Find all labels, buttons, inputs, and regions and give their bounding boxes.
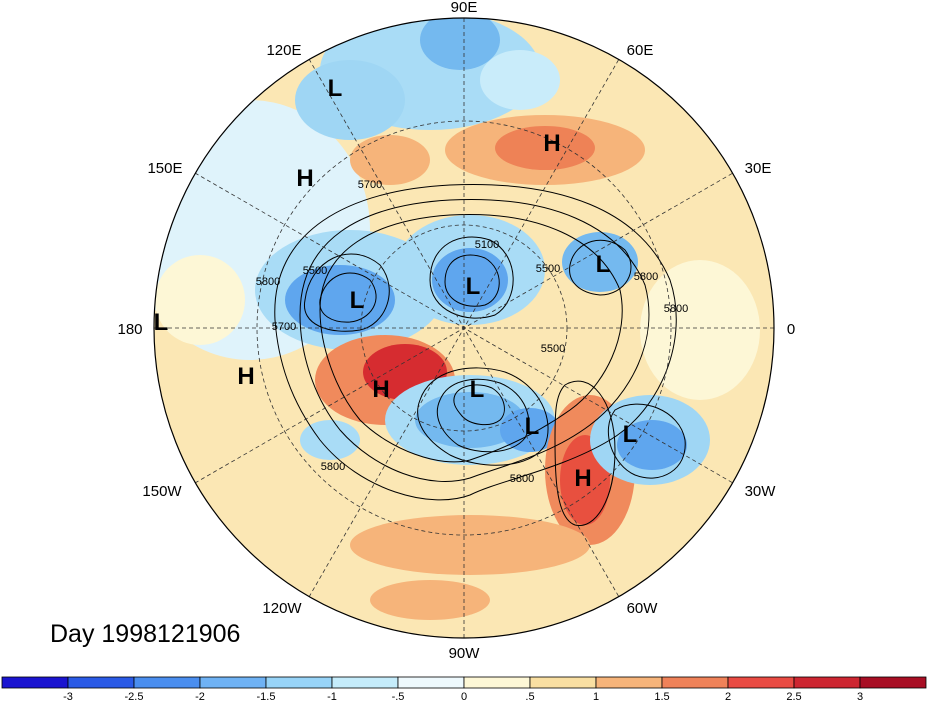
contour-label: 5800 [256, 276, 280, 288]
lon-label-150e: 150E [147, 160, 182, 177]
colorbar-tick-label: 2 [725, 691, 731, 702]
pressure-center-high: H [237, 363, 254, 390]
colorbar-tick-label: .5 [525, 691, 534, 702]
contour-label: 5100 [475, 239, 499, 251]
colorbar-tick-label: -1.5 [257, 691, 276, 702]
map-boundary [153, 17, 775, 639]
contour-label: 5800 [510, 473, 534, 485]
colorbar-box [199, 676, 267, 689]
colorbar-ticks: -3 -2.5 -2 -1.5 -1 -.5 0 .5 1 1.5 2 2.5 3 [63, 691, 863, 702]
lon-label-30w: 30W [745, 483, 777, 500]
colorbar-tick-label: 0 [461, 691, 467, 702]
pressure-center-high: H [543, 130, 560, 157]
colorbar-tick-label: -1 [327, 691, 337, 702]
contour-label: 5800 [634, 271, 658, 283]
colorbar-tick-label: 1 [593, 691, 599, 702]
colorbar-box [1, 676, 69, 689]
colorbar-box [463, 676, 531, 689]
colorbar-box [661, 676, 729, 689]
lon-label-0: 0 [787, 321, 795, 338]
colorbar-box [793, 676, 861, 689]
contour-label: 5500 [303, 265, 327, 277]
polar-map: 90E 120E 60E 150E 30E 180 0 150W 30W 120… [117, 0, 795, 662]
lon-label-30e: 30E [745, 160, 772, 177]
colorbar-box [727, 676, 795, 689]
pressure-center-high: H [296, 165, 313, 192]
contour-label: 5500 [541, 343, 565, 355]
colorbar-box [397, 676, 465, 689]
colorbar-box [133, 676, 201, 689]
pressure-center-low: L [525, 413, 540, 440]
pressure-center-low: L [623, 421, 638, 448]
colorbar-box [859, 676, 927, 689]
colorbar-box [529, 676, 597, 689]
colorbar-tick-label: -3 [63, 691, 73, 702]
lon-label-180: 180 [117, 321, 142, 338]
lon-label-150w: 150W [142, 483, 182, 500]
colorbar-tick-label: -2 [195, 691, 205, 702]
colorbar-box [331, 676, 399, 689]
colorbar-tick-label: -.5 [392, 691, 405, 702]
colorbar-tick-label: 2.5 [786, 691, 801, 702]
colorbar-tick-label: -2.5 [125, 691, 144, 702]
contour-label: 5500 [536, 263, 560, 275]
anomaly-field [154, 18, 774, 638]
contour-label: 5700 [358, 179, 382, 191]
lon-label-90w: 90W [449, 645, 481, 662]
height-contours [274, 183, 686, 527]
contour-label: 5800 [664, 303, 688, 315]
contour-label: 5700 [272, 321, 296, 333]
map-title: Day 1998121906 [50, 620, 241, 648]
pressure-center-high: H [574, 465, 591, 492]
graticule [154, 18, 774, 638]
pressure-center-low: L [466, 273, 481, 300]
pressure-center-low: L [350, 287, 365, 314]
pressure-center-low: L [328, 75, 343, 102]
lon-label-120w: 120W [262, 600, 302, 617]
lon-label-60e: 60E [627, 42, 654, 59]
colorbar-box [595, 676, 663, 689]
lon-label-120e: 120E [266, 42, 301, 59]
lon-label-60w: 60W [627, 600, 659, 617]
colorbar-tick-label: 3 [857, 691, 863, 702]
colorbar-boxes [1, 676, 927, 689]
colorbar-box [67, 676, 135, 689]
colorbar-tick-label: 1.5 [654, 691, 669, 702]
pressure-center-low: L [470, 376, 485, 403]
pressure-center-low: L [596, 251, 611, 278]
pressure-center-high: H [372, 376, 389, 403]
colorbar: -3 -2.5 -2 -1.5 -1 -.5 0 .5 1 1.5 2 2.5 3 [1, 676, 927, 702]
pressure-center-low: L [154, 309, 169, 336]
contour-label: 5800 [321, 461, 345, 473]
lon-label-90e: 90E [451, 0, 478, 16]
colorbar-box [265, 676, 333, 689]
